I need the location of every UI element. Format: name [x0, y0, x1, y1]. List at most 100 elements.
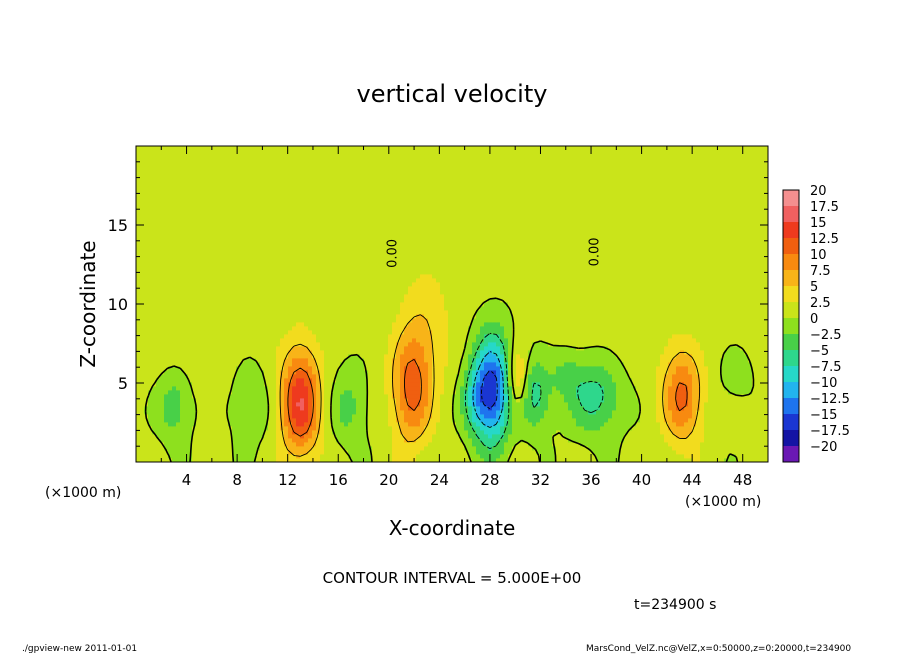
heatmap-cell	[564, 358, 569, 363]
heatmap-cell	[524, 426, 529, 431]
heatmap-cell	[296, 334, 301, 339]
heatmap-cell	[284, 374, 289, 379]
heatmap-cell	[484, 366, 489, 371]
heatmap-cell	[548, 374, 553, 379]
heatmap-cell	[552, 370, 557, 375]
heatmap-cell	[172, 410, 177, 415]
heatmap-cell	[664, 390, 669, 395]
heatmap-cell	[316, 346, 321, 351]
heatmap-cell	[208, 374, 213, 379]
heatmap-cell	[520, 418, 525, 423]
heatmap-cell	[572, 358, 577, 363]
heatmap-cell	[552, 406, 557, 411]
heatmap-cell	[428, 430, 433, 435]
heatmap-cell	[216, 434, 221, 439]
heatmap-cell	[764, 366, 768, 371]
heatmap-cell	[676, 350, 681, 355]
heatmap-cell	[360, 366, 365, 371]
heatmap-cell	[280, 438, 285, 443]
heatmap-cell	[532, 378, 537, 383]
heatmap-cell	[756, 338, 761, 343]
heatmap-cell	[392, 370, 397, 375]
heatmap-cell	[720, 450, 725, 455]
heatmap-cell	[636, 366, 641, 371]
heatmap-cell	[564, 386, 569, 391]
heatmap-cell	[588, 382, 593, 387]
heatmap-cell	[288, 454, 293, 459]
heatmap-cell	[160, 362, 165, 367]
heatmap-cell	[356, 362, 361, 367]
heatmap-cell	[460, 434, 465, 439]
heatmap-cell	[324, 446, 329, 451]
heatmap-cell	[208, 382, 213, 387]
heatmap-cell	[300, 390, 305, 395]
heatmap-cell	[624, 374, 629, 379]
heatmap-cell	[708, 450, 713, 455]
heatmap-cell	[228, 414, 233, 419]
heatmap-cell	[596, 358, 601, 363]
heatmap-cell	[492, 334, 497, 339]
heatmap-cell	[268, 354, 273, 359]
heatmap-cell	[712, 350, 717, 355]
heatmap-cell	[272, 446, 277, 451]
heatmap-cell	[392, 458, 397, 462]
heatmap-cell	[256, 378, 261, 383]
heatmap-cell	[420, 442, 425, 447]
heatmap-cell	[584, 402, 589, 407]
heatmap-cell	[324, 362, 329, 367]
heatmap-cell	[476, 410, 481, 415]
heatmap-cell	[448, 422, 453, 427]
heatmap-cell	[716, 338, 721, 343]
heatmap-cell	[668, 438, 673, 443]
heatmap-cell	[360, 426, 365, 431]
heatmap-cell	[176, 430, 181, 435]
heatmap-cell	[756, 402, 761, 407]
heatmap-cell	[324, 390, 329, 395]
heatmap-cell	[476, 406, 481, 411]
heatmap-cell	[136, 410, 141, 415]
heatmap-cell	[264, 446, 269, 451]
heatmap-cell	[568, 354, 573, 359]
heatmap-cell	[760, 382, 765, 387]
heatmap-cell	[416, 378, 421, 383]
heatmap-cell	[440, 398, 445, 403]
heatmap-cell	[188, 334, 193, 339]
heatmap-cell	[664, 382, 669, 387]
heatmap-cell	[524, 342, 529, 347]
heatmap-cell	[184, 398, 189, 403]
heatmap-cell	[260, 346, 265, 351]
heatmap-cell	[520, 362, 525, 367]
heatmap-cell	[444, 438, 449, 443]
heatmap-cell	[300, 374, 305, 379]
heatmap-cell	[732, 430, 737, 435]
heatmap-cell	[480, 426, 485, 431]
heatmap-cell	[272, 422, 277, 427]
heatmap-cell	[724, 358, 729, 363]
heatmap-cell	[568, 402, 573, 407]
heatmap-cell	[700, 442, 705, 447]
heatmap-cell	[532, 398, 537, 403]
heatmap-cell	[380, 442, 385, 447]
heatmap-cell	[612, 434, 617, 439]
heatmap-cell	[140, 438, 145, 443]
heatmap-cell	[512, 410, 517, 415]
heatmap-cell	[376, 358, 381, 363]
heatmap-cell	[528, 358, 533, 363]
heatmap-cell	[316, 454, 321, 459]
heatmap-cell	[700, 430, 705, 435]
heatmap-cell	[404, 334, 409, 339]
heatmap-cell	[676, 374, 681, 379]
heatmap-cell	[652, 418, 657, 423]
heatmap-cell	[176, 358, 181, 363]
heatmap-cell	[508, 414, 513, 419]
heatmap-cell	[612, 446, 617, 451]
heatmap-cell	[632, 370, 637, 375]
heatmap-cell	[264, 458, 269, 462]
heatmap-cell	[192, 338, 197, 343]
heatmap-cell	[372, 454, 377, 459]
heatmap-cell	[644, 446, 649, 451]
heatmap-cell	[232, 438, 237, 443]
heatmap-cell	[664, 394, 669, 399]
heatmap-cell	[464, 350, 469, 355]
heatmap-cell	[352, 350, 357, 355]
